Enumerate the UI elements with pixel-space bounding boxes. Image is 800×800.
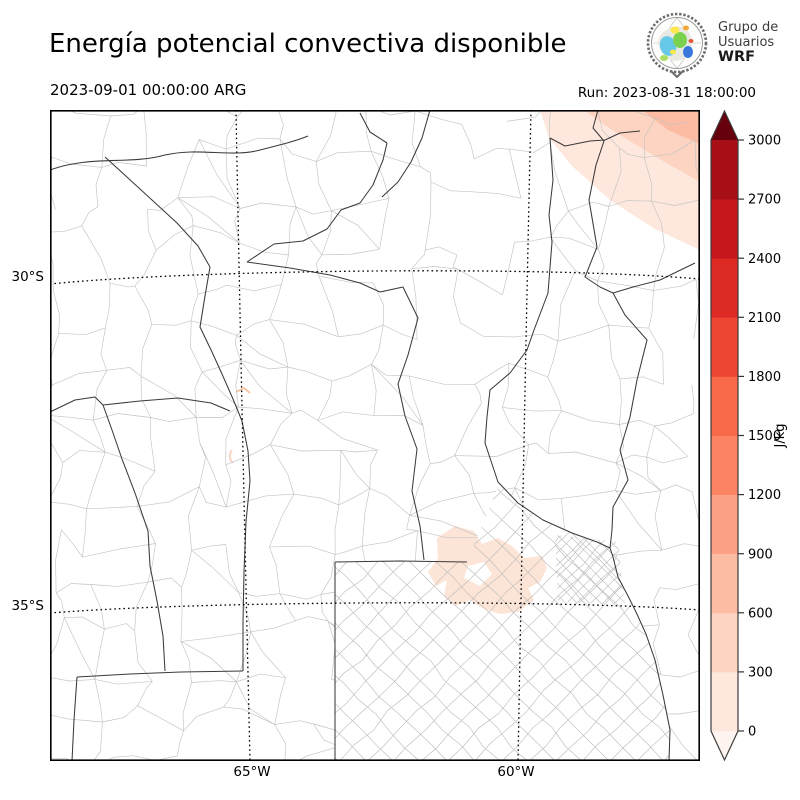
wrf-users-group-logo: Grupo de Usuarios WRF [642,6,798,78]
colorbar-segment [711,435,738,495]
map-background [50,110,700,761]
wrf-logo-text: Grupo de Usuarios WRF [718,20,778,65]
valid-time-label: 2023-09-01 00:00:00 ARG [50,81,247,99]
department-boundaries-mesh [50,110,700,761]
colorbar-tick-label: 3000 [748,134,781,149]
colorbar-segment [711,671,738,732]
page-title: Energía potencial convectiva disponible [49,29,567,59]
colorbar-segment [711,258,738,318]
colorbar-segment [711,553,738,614]
colorbar-tick-label: 2100 [748,311,781,326]
colorbar-tick-label: 1500 [748,429,781,444]
province-boundaries [50,110,696,761]
colorbar: 0 300 600 900 1200 1500 1800 2100 2400 2700 3000 J/… [710,109,788,762]
graticule-gridlines [50,110,700,761]
colorbar-segment [711,140,738,200]
colorbar-tick-label: 2700 [748,193,781,208]
lon-tick-label: 60°W [497,764,535,780]
colorbar-segment [711,199,738,259]
cape-shade-buenosaires-0-300 [428,526,547,614]
logo-text-line3: WRF [718,48,756,65]
colorbar-tick-label: 1800 [748,370,781,385]
colorbar-segment [711,376,738,436]
lat-tick-label: 35°S [11,598,45,614]
lat-tick-label: 30°S [11,269,45,285]
colorbar-tick-label: 300 [748,666,773,681]
logo-globe-art [653,18,701,68]
colorbar-segment [711,612,738,673]
map-canvas [50,110,700,761]
colorbar-segment [711,317,738,377]
map-frame [50,110,700,761]
logo-text-line1: Grupo de [718,19,779,35]
logo-ribbon [670,70,684,78]
colorbar-tick-label: 600 [748,606,773,621]
colorbar-tick-label: 1200 [748,488,781,503]
colorbar-outline [710,109,739,762]
colorbar-tick-label: 0 [748,725,756,740]
lon-tick-label: 65°W [233,764,271,780]
run-time-label: Run: 2023-08-31 18:00:00 [577,85,756,101]
colorbar-over-arrow [711,111,738,140]
logo-text-line2: Usuarios [718,34,775,50]
colorbar-tick-label: 900 [748,547,773,562]
colorbar-tick-label: 2400 [748,252,781,267]
wrf-logo-seal-icon [646,12,708,78]
cape-shade-speck [235,386,251,394]
colorbar-segment [711,494,738,555]
colorbar-unit-label: J/kg [773,424,788,449]
colorbar-under-arrow [711,731,738,760]
